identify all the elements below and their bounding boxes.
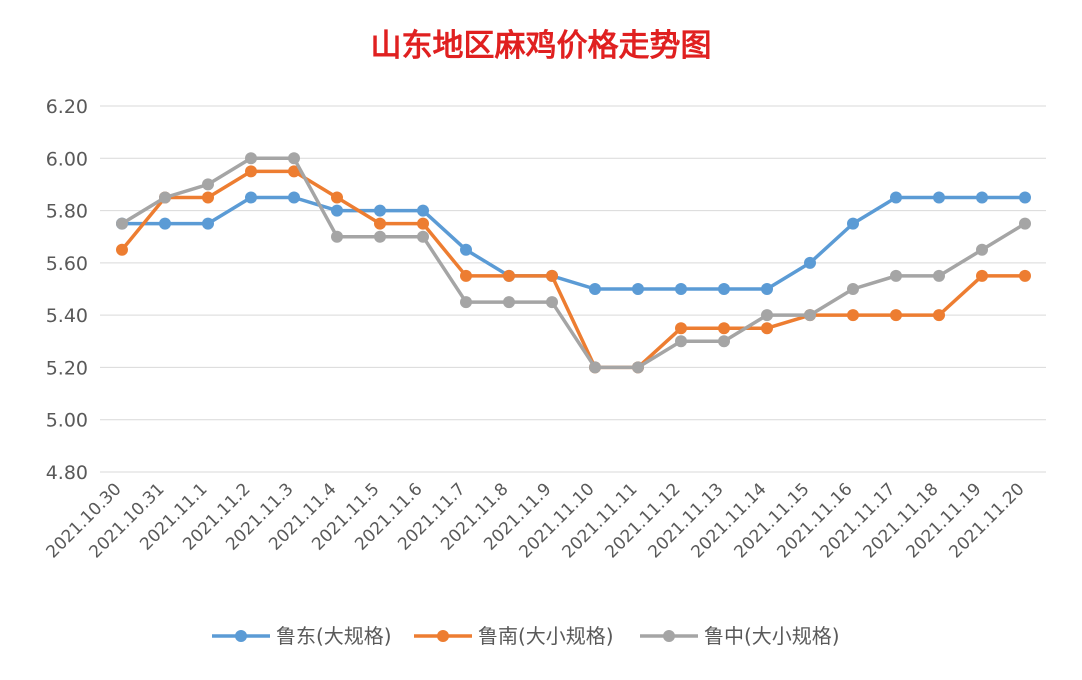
data-point bbox=[890, 269, 902, 282]
data-point bbox=[460, 296, 472, 309]
y-tick-label: 6.20 bbox=[46, 96, 88, 118]
data-point bbox=[632, 361, 644, 374]
data-point bbox=[331, 191, 343, 204]
data-point bbox=[718, 283, 730, 295]
data-point bbox=[847, 309, 859, 322]
legend: 鲁东(大规格) 鲁南(大小规格) 鲁中(大小规格) bbox=[212, 624, 840, 648]
data-point bbox=[245, 152, 257, 165]
data-point bbox=[202, 191, 214, 204]
data-point bbox=[460, 269, 472, 282]
data-point bbox=[331, 230, 343, 243]
y-tick-label: 5.20 bbox=[46, 357, 88, 379]
data-point bbox=[1019, 269, 1031, 282]
data-point bbox=[675, 283, 687, 295]
data-point bbox=[288, 191, 300, 204]
data-point bbox=[718, 322, 730, 335]
legend-item: 鲁中(大小规格) bbox=[640, 624, 840, 648]
y-tick-label: 5.80 bbox=[46, 201, 88, 223]
series-line bbox=[122, 195, 1025, 291]
data-point bbox=[202, 178, 214, 191]
data-point bbox=[847, 217, 859, 230]
y-axis-ticks: 4.80 5.00 5.20 5.40 5.60 5.80 6.00 6.20 bbox=[46, 96, 88, 484]
data-point bbox=[546, 269, 558, 282]
series-1 bbox=[116, 191, 1031, 295]
data-point bbox=[1019, 217, 1031, 230]
data-point bbox=[460, 243, 472, 256]
data-point bbox=[761, 309, 773, 322]
data-point bbox=[976, 191, 988, 204]
data-point bbox=[116, 217, 128, 230]
legend-label: 鲁东(大规格) bbox=[276, 624, 392, 648]
data-point bbox=[374, 217, 386, 230]
data-point bbox=[374, 204, 386, 217]
data-point bbox=[1019, 191, 1031, 204]
legend-item: 鲁南(大小规格) bbox=[414, 624, 614, 648]
legend-item: 鲁东(大规格) bbox=[212, 624, 392, 648]
y-tick-label: 5.00 bbox=[46, 410, 88, 432]
data-point bbox=[288, 165, 300, 178]
series-3 bbox=[116, 152, 1031, 374]
data-point bbox=[847, 283, 859, 295]
data-point bbox=[890, 309, 902, 322]
legend-marker-icon bbox=[663, 630, 675, 642]
data-point bbox=[503, 269, 515, 282]
data-point bbox=[804, 309, 816, 322]
data-point bbox=[417, 204, 429, 217]
data-point bbox=[675, 322, 687, 335]
data-point bbox=[933, 191, 945, 204]
data-point bbox=[761, 283, 773, 295]
chart-title: 山东地区麻鸡价格走势图 bbox=[371, 28, 712, 64]
data-point bbox=[589, 361, 601, 374]
data-point bbox=[159, 191, 171, 204]
legend-label: 鲁南(大小规格) bbox=[478, 624, 614, 648]
data-point bbox=[632, 283, 644, 295]
series-line bbox=[121, 156, 1026, 370]
data-point bbox=[976, 269, 988, 282]
data-point bbox=[159, 217, 171, 230]
data-point bbox=[417, 217, 429, 230]
y-tick-label: 4.80 bbox=[46, 462, 88, 484]
data-point bbox=[589, 283, 601, 295]
data-point bbox=[202, 217, 214, 230]
series-line bbox=[120, 169, 1025, 370]
data-point bbox=[976, 243, 988, 256]
data-point bbox=[933, 269, 945, 282]
data-point bbox=[761, 322, 773, 335]
data-point bbox=[417, 230, 429, 243]
data-point bbox=[245, 165, 257, 178]
legend-label: 鲁中(大小规格) bbox=[704, 624, 840, 648]
y-tick-label: 5.60 bbox=[46, 253, 88, 275]
data-point bbox=[288, 152, 300, 165]
legend-marker-icon bbox=[235, 630, 247, 642]
y-tick-label: 6.00 bbox=[46, 148, 88, 170]
data-point bbox=[933, 309, 945, 322]
legend-marker-icon bbox=[437, 630, 449, 642]
data-point bbox=[804, 256, 816, 269]
data-point bbox=[331, 204, 343, 217]
data-point bbox=[374, 230, 386, 243]
data-point bbox=[890, 191, 902, 204]
data-point bbox=[675, 335, 687, 348]
data-point bbox=[116, 243, 128, 256]
data-point bbox=[503, 296, 515, 309]
data-point bbox=[245, 191, 257, 204]
data-point bbox=[718, 335, 730, 348]
data-point bbox=[546, 296, 558, 309]
y-tick-label: 5.40 bbox=[46, 305, 88, 327]
series-2 bbox=[116, 165, 1031, 374]
series-lines bbox=[116, 152, 1031, 374]
